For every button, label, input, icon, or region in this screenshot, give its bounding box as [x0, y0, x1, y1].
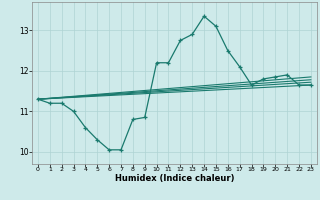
X-axis label: Humidex (Indice chaleur): Humidex (Indice chaleur)	[115, 174, 234, 183]
